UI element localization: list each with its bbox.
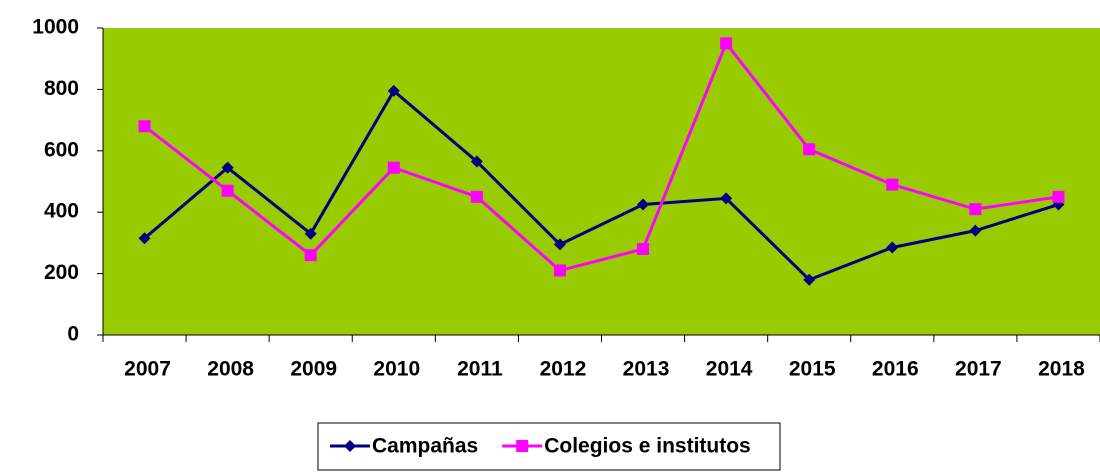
legend-label: Colegios e institutos (544, 435, 751, 458)
point (221, 161, 234, 174)
series-line (143, 40, 1059, 273)
legend-label: Campañas (372, 435, 478, 458)
legend: Campañas Colegios e institutos (317, 422, 781, 471)
x-tick-label: 2018 (1038, 358, 1085, 381)
x-tick-label: 2009 (290, 358, 337, 381)
point (1052, 190, 1065, 203)
point (470, 155, 483, 168)
y-tick-label: 800 (44, 77, 79, 100)
point (803, 143, 816, 156)
point (553, 264, 566, 277)
point (720, 37, 733, 50)
x-tick-label: 2014 (706, 358, 753, 381)
point (637, 243, 650, 256)
x-tick-label: 2010 (373, 358, 420, 381)
point (304, 249, 317, 262)
x-tick-label: 2015 (789, 358, 836, 381)
y-tick-label: 0 (67, 323, 79, 346)
x-tick-label: 2016 (872, 358, 919, 381)
y-tick-label: 1000 (32, 16, 79, 39)
point (553, 238, 566, 251)
x-tick-label: 2007 (124, 358, 171, 381)
point (969, 224, 982, 237)
plot-area (103, 28, 1100, 335)
point (470, 190, 483, 203)
point (387, 161, 400, 174)
point (304, 227, 317, 240)
y-tick-label: 600 (44, 138, 79, 161)
y-tick-label: 400 (44, 200, 79, 223)
point (637, 198, 650, 211)
legend-marker (516, 440, 529, 452)
legend-marker (344, 440, 356, 452)
x-tick-label: 2008 (207, 358, 254, 381)
point (720, 192, 733, 205)
x-tick-label: 2012 (540, 358, 587, 381)
point (886, 178, 899, 191)
series-line (143, 88, 1059, 282)
point (803, 273, 816, 286)
x-tick-label: 2017 (955, 358, 1002, 381)
point (969, 203, 982, 216)
x-tick-label: 2013 (623, 358, 670, 381)
x-tick-label: 2011 (457, 358, 503, 381)
point (387, 84, 400, 97)
point (138, 120, 151, 133)
point (138, 232, 151, 245)
legend-box (317, 422, 781, 471)
point (221, 184, 234, 197)
point (886, 241, 899, 254)
y-tick-label: 200 (44, 261, 79, 284)
